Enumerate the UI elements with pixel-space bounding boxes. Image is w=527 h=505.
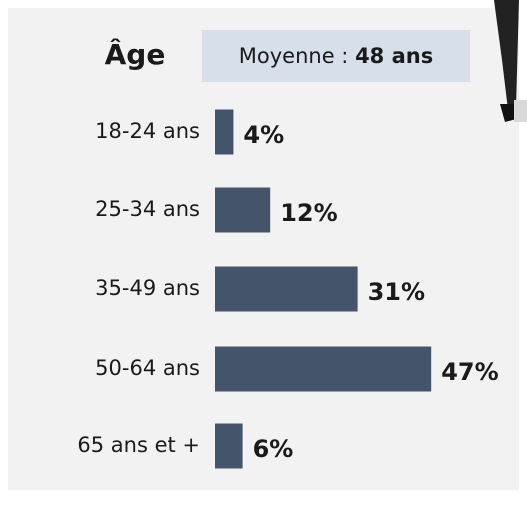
panel [8, 8, 519, 490]
category-label: 18-24 ans [95, 119, 200, 143]
category-label: 65 ans et + [77, 433, 200, 457]
value-label: 47% [441, 358, 498, 386]
bar [215, 346, 432, 392]
bar [215, 423, 243, 469]
annotation-value: 48 ans [355, 44, 433, 68]
category-label: 35-49 ans [95, 276, 200, 300]
annotation-box [202, 30, 470, 82]
value-label: 12% [280, 199, 337, 227]
bar [215, 109, 234, 155]
value-label: 6% [253, 435, 294, 463]
annotation-label: Moyenne : [239, 44, 349, 68]
bar [215, 266, 358, 312]
chart-title: Âge [105, 37, 166, 71]
bar [215, 187, 271, 233]
figure-illustration [494, 0, 527, 122]
value-label: 4% [243, 121, 284, 149]
value-label: 31% [368, 278, 425, 306]
category-label: 25-34 ans [95, 197, 200, 221]
annotation: Moyenne : 48 ans [239, 44, 433, 68]
category-label: 50-64 ans [95, 356, 200, 380]
